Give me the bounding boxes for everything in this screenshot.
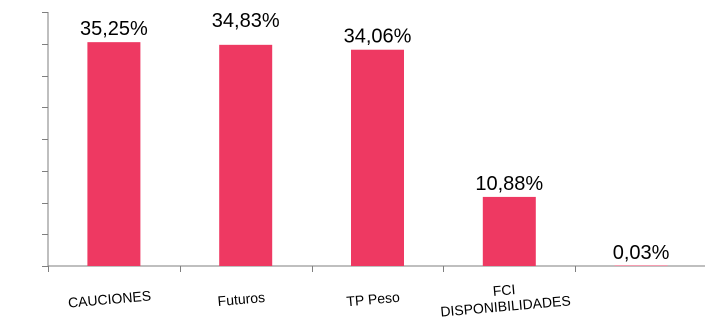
category-label-3: FCIDISPONIBILIDADES — [438, 276, 572, 320]
category-label-0: CAUCIONES — [67, 287, 151, 310]
category-label-line-0-0: CAUCIONES — [67, 287, 151, 310]
category-label-text-1: Futuros — [217, 289, 266, 309]
x-axis-ticks — [48, 266, 576, 272]
data-label-1: 34,83% — [212, 10, 280, 32]
data-label-0: 35,25% — [80, 18, 148, 40]
bars — [87, 42, 668, 267]
bar-1 — [219, 44, 273, 266]
category-label-text-3: FCIDISPONIBILIDADES — [438, 276, 571, 319]
bar-4 — [614, 265, 668, 266]
data-label-4: 0,03% — [613, 242, 670, 264]
category-label-text-0: CAUCIONES — [67, 287, 151, 310]
category-labels: CAUCIONES Futuros TP Peso FCIDISPONIBILIDAD… — [67, 276, 572, 320]
category-label-line-1-0: Futuros — [217, 289, 266, 309]
bar-3 — [482, 196, 536, 266]
category-label-text-2: TP Peso — [346, 289, 401, 310]
category-label-2: TP Peso — [346, 289, 401, 310]
category-label-line-2-0: TP Peso — [346, 289, 401, 310]
data-label-2: 34,06% — [344, 26, 412, 48]
y-axis-ticks — [42, 12, 48, 267]
category-label-1: Futuros — [217, 289, 266, 309]
data-label-3: 10,88% — [475, 173, 543, 195]
bar-2 — [351, 49, 404, 267]
data-labels: 35,25% 34,83% 34,06% 10,88% 0,03% — [80, 10, 670, 264]
bar-0 — [87, 42, 141, 266]
category-label-line-3-0: FCI — [492, 281, 516, 299]
